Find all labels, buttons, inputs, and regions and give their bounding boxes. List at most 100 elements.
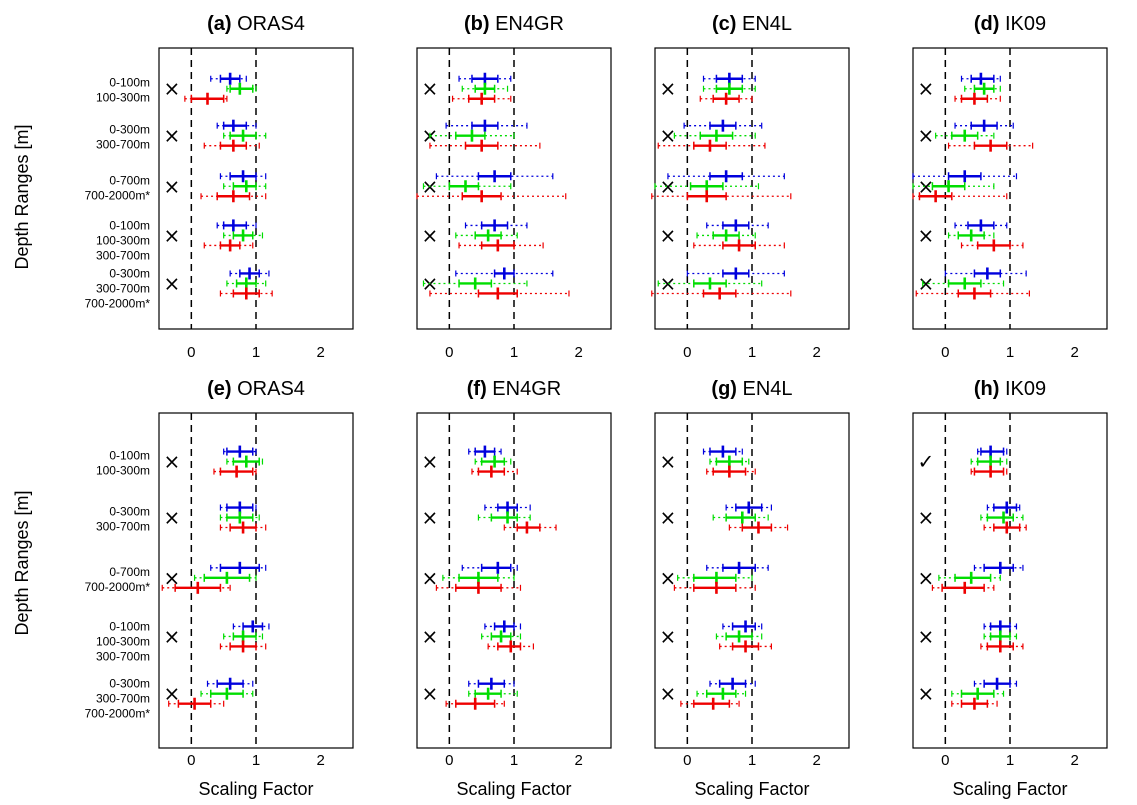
cross-mark: × <box>164 124 181 148</box>
panel-title: (a) ORAS4 <box>207 13 305 35</box>
panel-title: (c) EN4L <box>712 13 792 35</box>
panel-letter: (g) <box>711 378 737 400</box>
x-tick-label: 1 <box>510 752 518 769</box>
cross-mark: × <box>164 223 181 247</box>
panel-name: EN4L <box>737 378 793 400</box>
depth-range-label: 0-300m <box>109 677 150 691</box>
y-axis-label-bottom: Depth Ranges [m] <box>12 490 32 635</box>
cross-mark: × <box>660 77 677 101</box>
cross-mark: × <box>918 506 935 530</box>
depth-range-label: 100-300m <box>96 464 150 478</box>
cross-mark: × <box>918 124 935 148</box>
cross-mark: × <box>164 450 181 474</box>
x-tick-label: 0 <box>445 752 453 769</box>
depth-range-label: 300-700m <box>96 281 150 295</box>
check-mark: ✓ <box>918 450 935 474</box>
panel-name: EN4L <box>736 13 792 35</box>
panel-letter: (f) <box>467 378 487 400</box>
panel-title: (h) IK09 <box>974 378 1046 400</box>
cross-mark: × <box>918 77 935 101</box>
x-tick-label: 2 <box>812 344 820 361</box>
depth-range-label: 300-700m <box>96 649 150 663</box>
cross-mark: × <box>660 566 677 590</box>
cross-mark: × <box>660 124 677 148</box>
depth-range-label: 700-2000m* <box>85 296 151 310</box>
depth-range-label: 100-300m <box>96 91 150 105</box>
x-tick-label: 0 <box>683 752 691 769</box>
panel-name: ORAS4 <box>232 378 305 400</box>
panel-name: EN4GR <box>490 13 564 35</box>
depth-range-label: 0-100m <box>109 619 150 633</box>
cross-mark: × <box>164 506 181 530</box>
x-tick-label: 0 <box>445 344 453 361</box>
cross-mark: × <box>660 450 677 474</box>
cross-mark: × <box>660 506 677 530</box>
cross-mark: × <box>164 77 181 101</box>
depth-range-label: 0-300m <box>109 266 150 280</box>
x-tick-label: 2 <box>1070 752 1078 769</box>
cross-mark: × <box>164 624 181 648</box>
x-tick-label: 0 <box>941 344 949 361</box>
cross-mark: × <box>422 450 439 474</box>
x-tick-label: 2 <box>574 344 582 361</box>
depth-range-label: 300-700m <box>96 248 150 262</box>
y-axis-label-top: Depth Ranges [m] <box>12 124 32 269</box>
panel-letter: (e) <box>207 378 231 400</box>
panel-d: (d) IK09 0 1 2 × × × × × <box>912 13 1108 361</box>
x-tick-label: 0 <box>187 752 195 769</box>
cross-mark: × <box>660 271 677 295</box>
depth-range-label: 300-700m <box>96 692 150 706</box>
x-tick-label: 2 <box>812 752 820 769</box>
depth-range-label: 0-300m <box>109 123 150 137</box>
x-axis-label: Scaling Factor <box>694 779 809 799</box>
panel-name: ORAS4 <box>232 13 305 35</box>
cross-mark: × <box>660 223 677 247</box>
depth-range-label: 700-2000m* <box>85 707 151 721</box>
cross-mark: × <box>918 174 935 198</box>
x-tick-label: 2 <box>574 752 582 769</box>
cross-mark: × <box>422 77 439 101</box>
x-axis-label: Scaling Factor <box>198 779 313 799</box>
cross-mark: × <box>422 624 439 648</box>
cross-mark: × <box>422 223 439 247</box>
depth-range-label: 0-100m <box>109 218 150 232</box>
cross-mark: × <box>164 174 181 198</box>
cross-mark: × <box>164 682 181 706</box>
panel-letter: (b) <box>464 13 490 35</box>
x-tick-label: 0 <box>941 752 949 769</box>
x-tick-label: 1 <box>1006 752 1014 769</box>
panel-title: (b) EN4GR <box>464 13 564 35</box>
depth-range-label: 0-700m <box>109 173 150 187</box>
cross-mark: × <box>660 682 677 706</box>
depth-range-label: 700-2000m* <box>85 580 151 594</box>
depth-range-label: 0-300m <box>109 505 150 519</box>
x-tick-label: 0 <box>683 344 691 361</box>
panel-title: (f) EN4GR <box>467 378 561 400</box>
panel-c: (c) EN4L 0 1 2 × × × × × <box>651 13 850 361</box>
cross-mark: × <box>918 223 935 247</box>
cross-mark: × <box>660 624 677 648</box>
panel-name: IK09 <box>999 13 1046 35</box>
cross-mark: × <box>164 566 181 590</box>
cross-mark: × <box>918 682 935 706</box>
panel-name: EN4GR <box>487 378 561 400</box>
x-tick-label: 2 <box>1070 344 1078 361</box>
x-tick-label: 1 <box>748 752 756 769</box>
depth-range-label: 700-2000m* <box>85 188 151 202</box>
x-tick-label: 2 <box>316 752 324 769</box>
cross-mark: × <box>422 566 439 590</box>
panel-title: (d) IK09 <box>974 13 1046 35</box>
panel-letter: (c) <box>712 13 736 35</box>
x-axis-label: Scaling Factor <box>952 779 1067 799</box>
depth-range-label: 300-700m <box>96 520 150 534</box>
x-tick-label: 1 <box>252 344 260 361</box>
cross-mark: × <box>164 271 181 295</box>
depth-range-label: 100-300m <box>96 634 150 648</box>
panel-name: IK09 <box>999 378 1046 400</box>
